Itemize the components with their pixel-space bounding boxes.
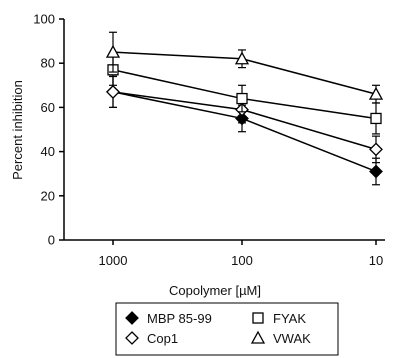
x-tick-label: 1000	[99, 253, 128, 268]
y-tick-label: 40	[41, 144, 55, 159]
y-tick-label: 80	[41, 56, 55, 71]
legend-marker	[125, 311, 139, 325]
legend-marker	[252, 312, 264, 324]
y-ticks: 0 20 40 60 80 100	[33, 12, 64, 248]
y-axis-label: Percent inhibition	[10, 80, 25, 180]
legend-marker	[125, 331, 139, 345]
data-point	[106, 85, 120, 99]
x-ticks: 1000 100 10	[99, 240, 383, 268]
x-tick-label: 10	[369, 253, 383, 268]
series-vwak	[105, 31, 384, 104]
data-point	[234, 51, 250, 65]
x-axis-label: Copolymer [µM]	[169, 283, 261, 298]
legend: MBP 85-99 Cop1 FYAK VWAK	[115, 302, 339, 356]
axes	[63, 19, 385, 241]
data-point	[368, 86, 384, 100]
data-point	[105, 44, 121, 58]
legend-label: FYAK	[273, 311, 306, 326]
data-point	[370, 112, 382, 125]
data-point	[236, 92, 248, 105]
y-tick-label: 100	[33, 12, 55, 27]
x-tick-label: 100	[231, 253, 253, 268]
data-point	[369, 142, 383, 157]
data-point	[369, 164, 383, 179]
y-tick-label: 20	[41, 188, 55, 203]
legend-marker	[250, 330, 266, 344]
legend-label: VWAK	[273, 331, 311, 346]
legend-label: MBP 85-99	[147, 311, 212, 326]
y-tick-label: 60	[41, 100, 55, 115]
legend-label: Cop1	[147, 331, 178, 346]
legend-box	[115, 302, 339, 356]
series-mbp-85-99	[106, 75, 383, 186]
y-tick-label: 0	[48, 233, 55, 248]
series-group	[105, 31, 384, 186]
